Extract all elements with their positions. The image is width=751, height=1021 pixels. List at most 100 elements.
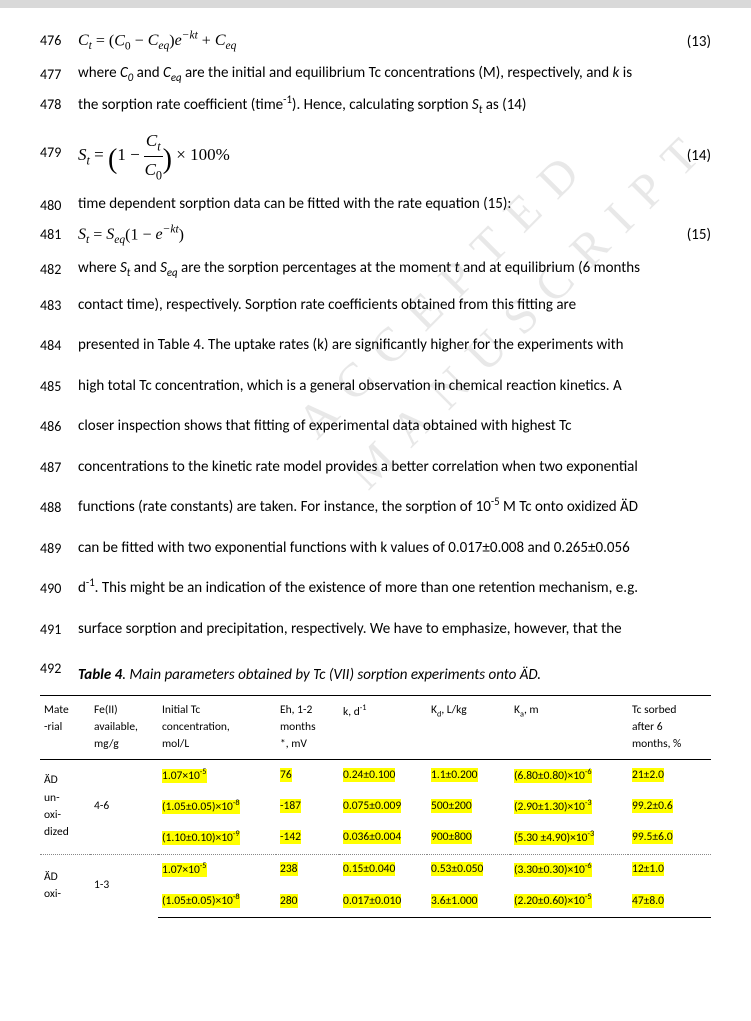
th-eh: Eh, 1-2 months *, mV (276, 695, 339, 760)
table-row: ÄD oxi-1-31.07×10-52380.15±0.0400.53±0.0… (40, 854, 711, 886)
line-488: 488functions (rate constants) are taken.… (40, 490, 711, 525)
equation-14: St = (1 − CtC0) × 100% (78, 128, 661, 184)
line-483: 483contact time), respectively. Sorption… (40, 288, 711, 323)
cell-sorbed: 99.5±6.0 (628, 823, 711, 855)
cell-eh: -187 (276, 791, 339, 822)
lineno: 483 (40, 288, 78, 322)
th-material: Mate -rial (40, 695, 90, 760)
table-row: ÄD un- oxi- dized4-61.07×10-5760.24±0.10… (40, 760, 711, 792)
cell-eh: -142 (276, 823, 339, 855)
line-482: 482 where St and Seq are the sorption pe… (40, 257, 711, 281)
lineno: 482 (40, 257, 78, 280)
cell-k: 0.017±0.010 (339, 886, 427, 918)
text: the sorption rate coefficient (time-1). … (78, 92, 711, 118)
text: where C0 and Ceq are the initial and equ… (78, 62, 711, 86)
text: closer inspection shows that fitting of … (78, 409, 711, 444)
table-header-row: Mate -rial Fe(II) available, mg/g Initia… (40, 695, 711, 760)
lineno: 490 (40, 571, 78, 605)
text: concentrations to the kinetic rate model… (78, 450, 711, 485)
cell-kd: 0.53±0.050 (427, 854, 510, 886)
line-484: 484presented in Table 4. The uptake rate… (40, 328, 711, 363)
cell-initTc: 1.07×10-5 (158, 854, 276, 886)
cell-material: ÄD oxi- (40, 854, 90, 917)
cell-kd: 500±200 (427, 791, 510, 822)
line-477: 477 where C0 and Ceq are the initial and… (40, 62, 711, 86)
cell-ka: (2.90±1.30)×10-3 (510, 791, 628, 822)
equation-13: Ct = (C0 − Ceq)e−kt + Ceq (78, 28, 661, 56)
th-k: k, d-1 (339, 695, 427, 760)
line-479: 479 St = (1 − CtC0) × 100% (14) (40, 128, 711, 184)
lineno: 489 (40, 531, 78, 565)
cell-initTc: 1.07×10-5 (158, 760, 276, 792)
cell-eh: 238 (276, 854, 339, 886)
cell-kd: 1.1±0.200 (427, 760, 510, 792)
cell-k: 0.036±0.004 (339, 823, 427, 855)
cell-k: 0.15±0.040 (339, 854, 427, 886)
text: where St and Seq are the sorption percen… (78, 257, 711, 281)
cell-fe: 4-6 (90, 760, 158, 854)
eqnum-15: (15) (661, 224, 711, 247)
cell-ka: (6.80±0.80)×10-6 (510, 760, 628, 792)
line-478: 478 the sorption rate coefficient (time-… (40, 92, 711, 118)
table-4: Mate -rial Fe(II) available, mg/g Initia… (40, 695, 711, 918)
lineno: 479 (40, 128, 78, 163)
line-489: 489can be fitted with two exponential fu… (40, 531, 711, 566)
cell-sorbed: 12±1.0 (628, 854, 711, 886)
th-ka: Ka, m (510, 695, 628, 760)
cell-k: 0.075±0.009 (339, 791, 427, 822)
lineno: 491 (40, 612, 78, 646)
lineno: 478 (40, 92, 78, 115)
lineno: 476 (40, 28, 78, 51)
text: surface sorption and precipitation, resp… (78, 612, 711, 647)
cell-kd: 900±800 (427, 823, 510, 855)
eqnum-13: (13) (661, 31, 711, 54)
equation-15: St = Seq(1 − e−kt) (78, 222, 661, 250)
cell-kd: 3.6±1.000 (427, 886, 510, 918)
text: high total Tc concentration, which is a … (78, 369, 711, 404)
cell-sorbed: 99.2±0.6 (628, 791, 711, 822)
text: presented in Table 4. The uptake rates (… (78, 328, 711, 363)
line-485: 485high total Tc concentration, which is… (40, 369, 711, 404)
top-grey-bar (0, 0, 751, 8)
cell-initTc: (1.05±0.05)×10-8 (158, 791, 276, 822)
cell-eh: 280 (276, 886, 339, 918)
th-kd: Kd, L/kg (427, 695, 510, 760)
cell-eh: 76 (276, 760, 339, 792)
table-caption: Table 4. Main parameters obtained by Tc … (78, 664, 711, 687)
th-initTc: Initial Tc concentration, mol/L (158, 695, 276, 760)
text: contact time), respectively. Sorption ra… (78, 288, 711, 323)
line-491: 491surface sorption and precipitation, r… (40, 612, 711, 647)
text: functions (rate constants) are taken. Fo… (78, 490, 711, 525)
cell-material: ÄD un- oxi- dized (40, 760, 90, 854)
lineno: 477 (40, 62, 78, 85)
lineno: 481 (40, 222, 78, 245)
cell-sorbed: 47±8.0 (628, 886, 711, 918)
lineno: 487 (40, 450, 78, 484)
cell-ka: (2.20±0.60)×10-5 (510, 886, 628, 918)
lineno: 485 (40, 369, 78, 403)
lineno: 484 (40, 328, 78, 362)
lineno: 492 (40, 656, 78, 679)
cell-k: 0.24±0.100 (339, 760, 427, 792)
cell-fe: 1-3 (90, 854, 158, 917)
text: can be fitted with two exponential funct… (78, 531, 711, 566)
line-476: 476 Ct = (C0 − Ceq)e−kt + Ceq (13) (40, 28, 711, 56)
lineno: 488 (40, 490, 78, 524)
text: time dependent sorption data can be fitt… (78, 193, 711, 216)
lineno: 486 (40, 409, 78, 443)
line-492: 492 Table 4. Main parameters obtained by… (40, 656, 711, 687)
cell-ka: (5.30 ±4.90)×10-3 (510, 823, 628, 855)
th-sorbed: Tc sorbed after 6 months, % (628, 695, 711, 760)
eqnum-14: (14) (661, 145, 711, 168)
lineno: 480 (40, 193, 78, 216)
line-481: 481 St = Seq(1 − e−kt) (15) (40, 222, 711, 250)
line-480: 480 time dependent sorption data can be … (40, 193, 711, 216)
cell-initTc: (1.10±0.10)×10-9 (158, 823, 276, 855)
line-490: 490d-1. This might be an indication of t… (40, 571, 711, 606)
line-487: 487concentrations to the kinetic rate mo… (40, 450, 711, 485)
line-486: 486closer inspection shows that fitting … (40, 409, 711, 444)
th-fe: Fe(II) available, mg/g (90, 695, 158, 760)
cell-initTc: (1.05±0.05)×10-8 (158, 886, 276, 918)
cell-sorbed: 21±2.0 (628, 760, 711, 792)
text: d-1. This might be an indication of the … (78, 571, 711, 606)
